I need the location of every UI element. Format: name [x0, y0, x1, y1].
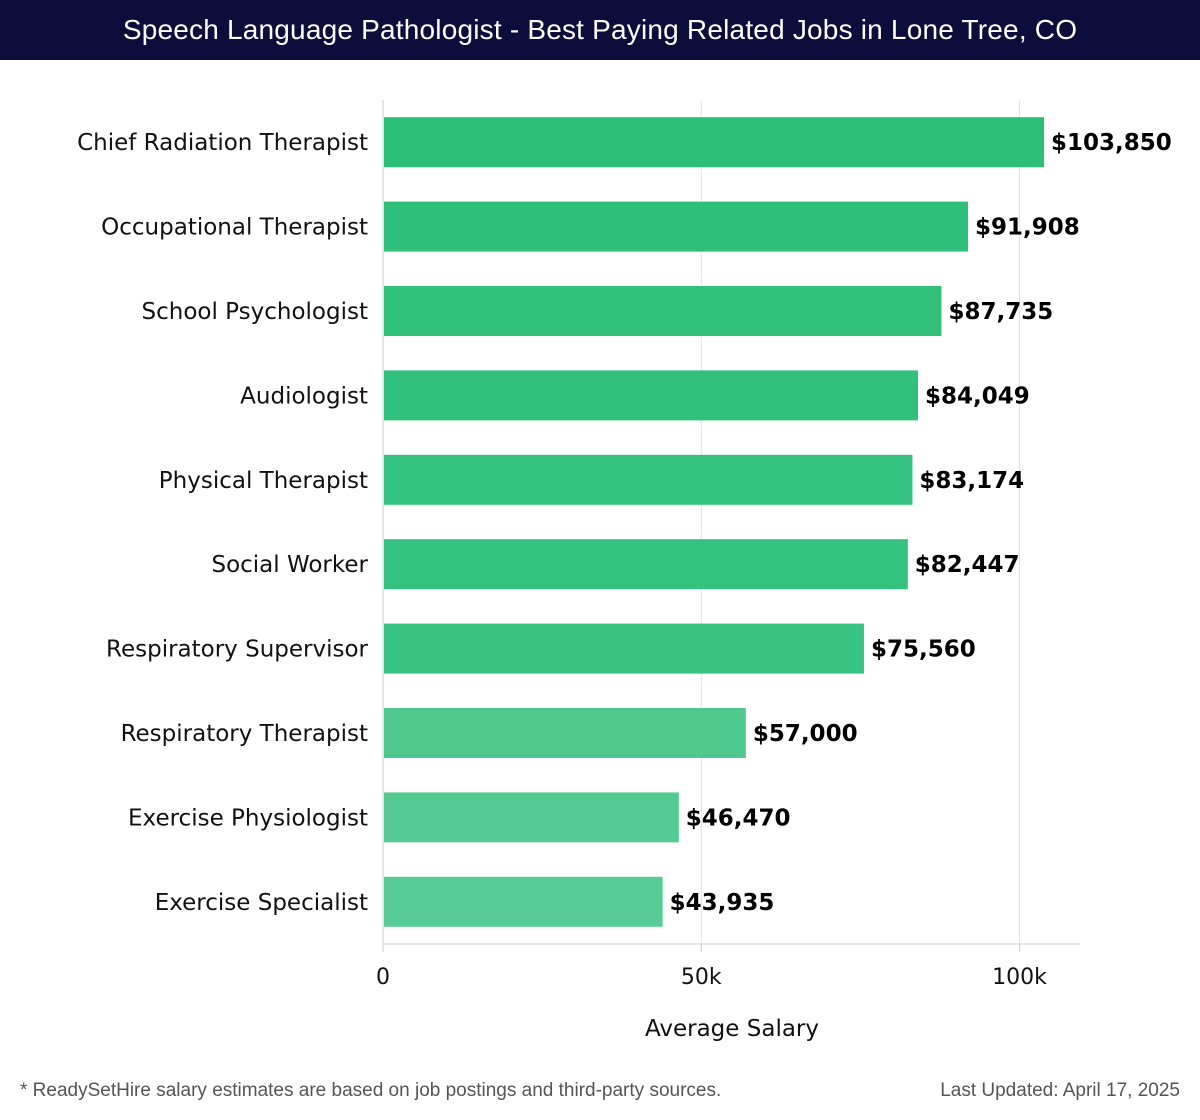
bar	[384, 286, 942, 336]
value-label: $82,447	[915, 552, 1020, 578]
footer-note: * ReadySetHire salary estimates are base…	[20, 1080, 722, 1101]
category-label: Exercise Physiologist	[128, 805, 368, 831]
bar	[384, 792, 679, 843]
value-label: $103,850	[1051, 130, 1172, 156]
bar	[384, 201, 969, 252]
value-label: $43,935	[670, 890, 775, 916]
category-label: School Psychologist	[142, 299, 368, 325]
bar	[384, 370, 918, 421]
bar	[384, 708, 746, 758]
bar	[384, 117, 1045, 168]
bar-chart: 0 50k 100k Chief Radiation Therapist $103,85…	[77, 100, 1172, 1042]
category-label: Respiratory Therapist	[121, 721, 368, 747]
category-label: Respiratory Supervisor	[106, 637, 369, 663]
x-tick-label-2: 100k	[992, 965, 1047, 990]
category-label: Chief Radiation Therapist	[77, 130, 368, 156]
bars	[384, 117, 1045, 927]
x-tick-label-1: 50k	[681, 965, 722, 990]
value-label: $46,470	[686, 805, 791, 831]
category-label: Audiologist	[240, 383, 368, 409]
x-axis-title: Average Salary	[645, 1016, 819, 1042]
value-label: $84,049	[925, 383, 1030, 409]
bar	[384, 876, 663, 927]
axes: 0 50k 100k Chief Radiation Therapist $103,85…	[77, 100, 1172, 990]
category-label: Occupational Therapist	[101, 215, 368, 241]
chart-title: Speech Language Pathologist - Best Payin…	[0, 0, 1200, 60]
value-label: $83,174	[919, 468, 1024, 494]
category-label: Physical Therapist	[159, 468, 368, 494]
category-label: Social Worker	[211, 552, 368, 578]
value-label: $75,560	[871, 637, 976, 663]
bar	[384, 539, 908, 590]
footer-updated: Last Updated: April 17, 2025	[940, 1080, 1180, 1101]
category-label: Exercise Specialist	[155, 890, 368, 916]
value-label: $87,735	[948, 299, 1053, 325]
x-tick-label-0: 0	[376, 965, 390, 990]
bar	[384, 623, 864, 674]
bar	[384, 454, 913, 505]
value-label: $91,908	[975, 215, 1080, 241]
value-label: $57,000	[753, 721, 858, 747]
